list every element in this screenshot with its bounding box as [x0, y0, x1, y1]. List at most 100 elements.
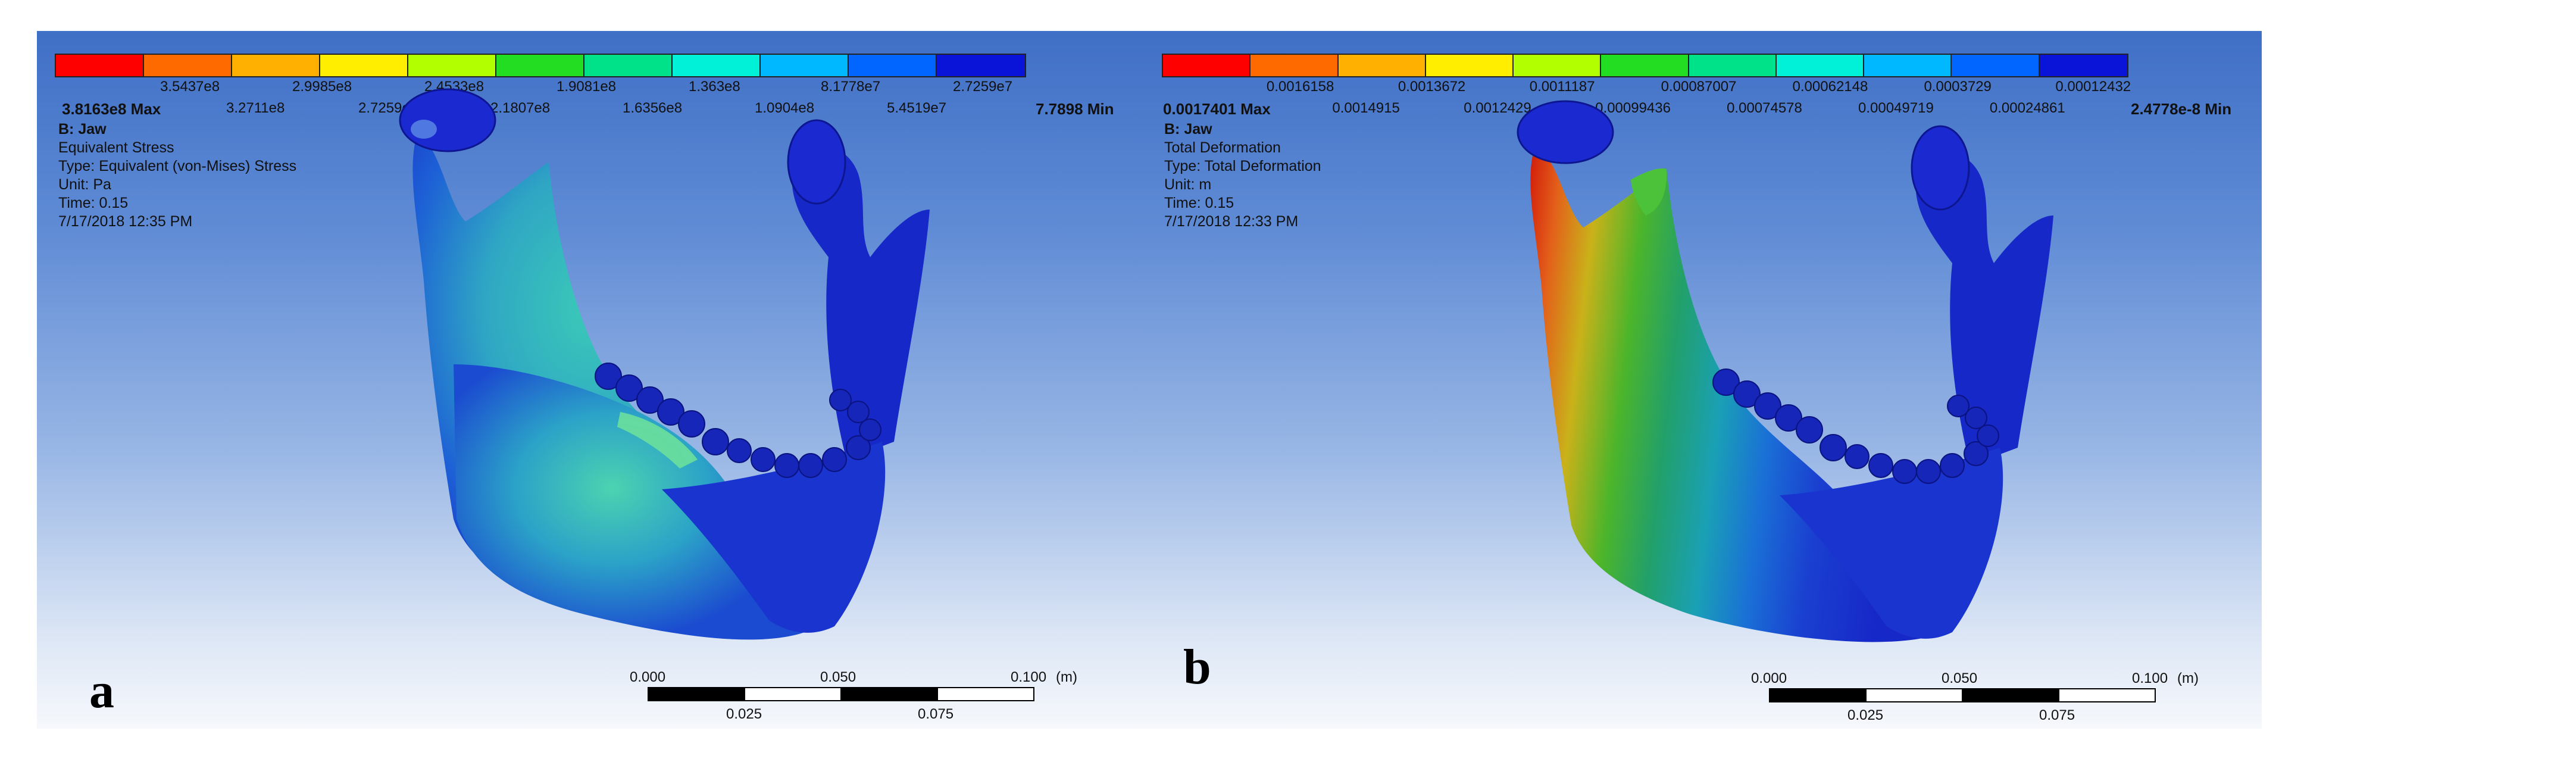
scale-bar: 0.000 0.050 0.100 (m) 0.025 0.075: [1751, 670, 2199, 729]
info-line: Equivalent Stress: [58, 139, 174, 156]
scale-segment: [1962, 688, 2059, 702]
jaw-model-deformation: [1517, 100, 2053, 642]
scale-label: 0.050: [820, 669, 856, 685]
info-line: 7/17/2018 12:33 PM: [1164, 213, 1299, 230]
jaw-chin: [1780, 448, 2003, 639]
jaw-far-ramus: [792, 147, 930, 460]
legend-min-label: 2.4778e-8 Min: [2131, 100, 2232, 118]
color-legend-bar: [55, 54, 1026, 77]
jaw-teeth: [1712, 368, 1999, 484]
legend-swatch: [1864, 55, 1952, 76]
legend-tick-label: 3.2711e8: [226, 100, 285, 116]
legend-max-label: 0.0017401 Max: [1163, 100, 1271, 118]
stress-hotspot: [617, 412, 698, 469]
legend-tick-label: 8.1778e7: [821, 79, 881, 95]
info-line: Unit: Pa: [58, 176, 111, 193]
jaw-near-condyle: [399, 88, 496, 152]
legend-tick-label: 0.0011187: [1529, 79, 1595, 95]
jaw-body: [454, 364, 805, 640]
scale-bar: 0.000 0.050 0.100 (m) 0.025 0.075: [630, 669, 1077, 729]
legend-tick-label: 0.00012432: [2055, 79, 2131, 95]
legend-tick-label: 0.0003729: [1924, 79, 1992, 95]
legend-swatch: [496, 55, 584, 76]
scale-label: 0.025: [726, 706, 762, 722]
legend-tick-label: 1.6356e8: [623, 100, 683, 116]
legend-swatch: [56, 55, 144, 76]
legend-swatch: [320, 55, 408, 76]
info-line: Unit: m: [1164, 176, 1212, 193]
scale-label: 0.000: [630, 669, 666, 685]
jaw-near-condyle: [1517, 100, 1614, 164]
legend-swatch: [232, 55, 320, 76]
info-line: Time: 0.15: [1164, 195, 1234, 211]
legend-swatch: [1514, 55, 1602, 76]
panel-letter-b: b: [1183, 639, 1211, 695]
legend-swatch: [761, 55, 849, 76]
legend-min-label: 7.7898 Min: [1036, 100, 1114, 118]
panel-b-deformation: 0.0016158 0.0013672 0.0011187 0.00087007 0.0…: [1143, 31, 2262, 729]
scale-segment: [744, 687, 842, 701]
scale-segment: [1769, 688, 1867, 702]
legend-swatch: [1425, 55, 1514, 76]
legend-tick-label: 0.0014915: [1332, 100, 1400, 116]
legend-tick-label: 0.00087007: [1661, 79, 1737, 95]
legend-swatch: [2039, 55, 2127, 76]
coronoid-tip: [1631, 168, 1667, 216]
info-title: B: Jaw: [1164, 121, 1212, 138]
legend-swatch: [1338, 55, 1426, 76]
info-line: 7/17/2018 12:35 PM: [58, 213, 193, 230]
scale-segment: [840, 687, 938, 701]
legend-tick-label: 0.00062148: [1792, 79, 1868, 95]
legend-tick-label: 0.0013672: [1398, 79, 1466, 95]
legend-tick-label: 0.00099436: [1595, 100, 1671, 116]
legend-swatch: [1776, 55, 1865, 76]
info-line: Time: 0.15: [58, 195, 129, 211]
legend-tick-label: 1.363e8: [689, 79, 740, 95]
scale-label: 0.075: [2039, 707, 2075, 723]
scale-segment: [1865, 688, 1963, 702]
info-title: B: Jaw: [58, 121, 107, 138]
scale-label: 0.100: [2132, 670, 2168, 686]
info-line: Type: Total Deformation: [1164, 158, 1321, 174]
legend-swatch: [849, 55, 937, 76]
legend-tick-label: 1.0904e8: [755, 100, 815, 116]
result-info: B: Jaw Total Deformation Type: Total Def…: [1164, 120, 1321, 231]
jaw-far-condyle: [787, 119, 846, 205]
jaw-far-condyle: [1911, 125, 1970, 211]
panel-letter-a: a: [89, 663, 114, 719]
scale-label: 0.000: [1751, 670, 1787, 686]
legend-swatch: [408, 55, 496, 76]
legend-tick-label: 0.00074578: [1727, 100, 1802, 116]
legend-tick-label: 1.9081e8: [557, 79, 617, 95]
legend-tick-label: 0.00024861: [1989, 100, 2065, 116]
legend-tick-label: 0.0016158: [1266, 79, 1334, 95]
legend-tick-label: 0.00049719: [1858, 100, 1934, 116]
legend-max-label: 3.8163e8 Max: [62, 100, 161, 118]
jaw-teeth: [595, 363, 881, 478]
info-line: Type: Equivalent (von-Mises) Stress: [58, 158, 297, 174]
jaw-model-stress: [399, 88, 930, 640]
scale-label: 0.075: [918, 706, 954, 722]
scale-unit: (m): [2177, 670, 2199, 686]
scale-segment: [2058, 688, 2156, 702]
scale-label: 0.050: [1942, 670, 1978, 686]
scale-unit: (m): [1056, 669, 1077, 685]
legend-tick-label: 3.5437e8: [160, 79, 220, 95]
legend-swatch: [1163, 55, 1251, 76]
legend-swatch: [144, 55, 232, 76]
result-info: B: Jaw Equivalent Stress Type: Equivalen…: [58, 120, 296, 231]
legend-swatch: [1952, 55, 2040, 76]
legend-tick-label: 2.7259e7: [953, 79, 1013, 95]
legend-tick-label: 5.4519e7: [887, 100, 947, 116]
legend-swatch: [584, 55, 673, 76]
scale-segment: [648, 687, 745, 701]
jaw-chin: [662, 442, 886, 633]
panel-a-stress: 3.5437e8 2.9985e8 2.4533e8 1.9081e8 1.363e8 8…: [37, 31, 1156, 729]
jaw-far-ramus: [1915, 153, 2053, 466]
info-line: Total Deformation: [1164, 139, 1281, 156]
legend-tick-label: 2.1807e8: [490, 100, 551, 116]
legend-swatch: [1689, 55, 1777, 76]
color-legend-bar: [1162, 54, 2128, 77]
scale-segment: [937, 687, 1034, 701]
scale-label: 0.025: [1847, 707, 1884, 723]
